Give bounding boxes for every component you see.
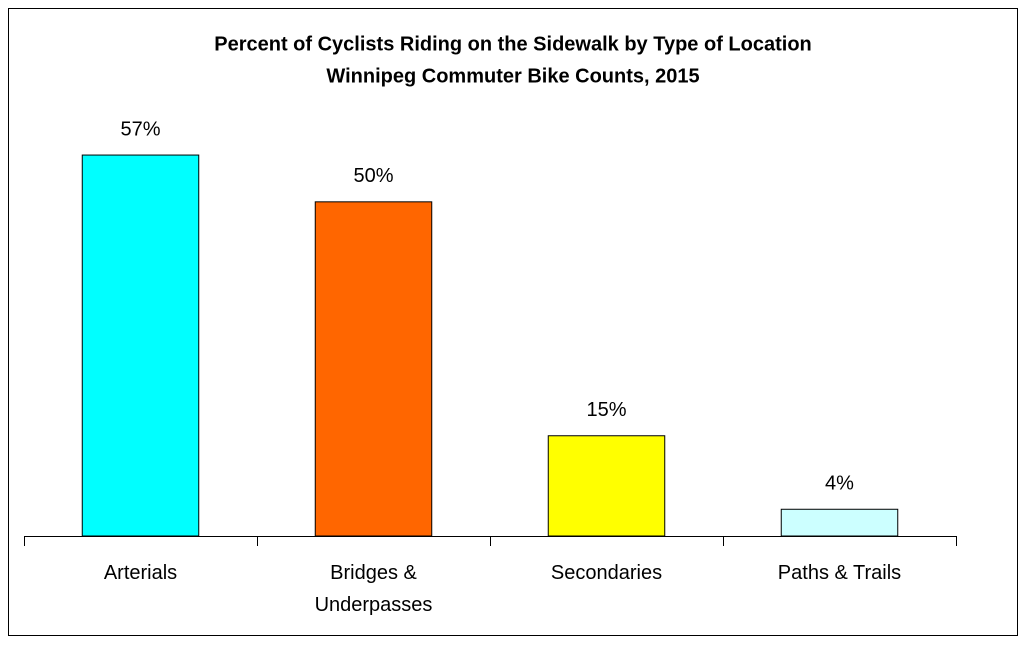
x-tick-label: Arterials	[103, 562, 178, 584]
value-label: 50%	[353, 165, 393, 187]
bar	[81, 154, 200, 537]
x-tick-label: Paths & Trails	[777, 562, 902, 584]
x-tick-label: Secondaries	[550, 562, 663, 584]
chart-subtitle: Winnipeg Commuter Bike Counts, 2015	[326, 65, 699, 87]
value-label: 15%	[586, 399, 626, 421]
x-tick-label: Bridges & Underpasses	[314, 562, 433, 616]
bar	[547, 435, 666, 537]
bar	[780, 508, 899, 537]
value-label: 4%	[825, 473, 854, 495]
chart-title: Percent of Cyclists Riding on the Sidewa…	[214, 33, 812, 55]
bar	[314, 201, 433, 537]
value-label: 57%	[120, 118, 160, 140]
